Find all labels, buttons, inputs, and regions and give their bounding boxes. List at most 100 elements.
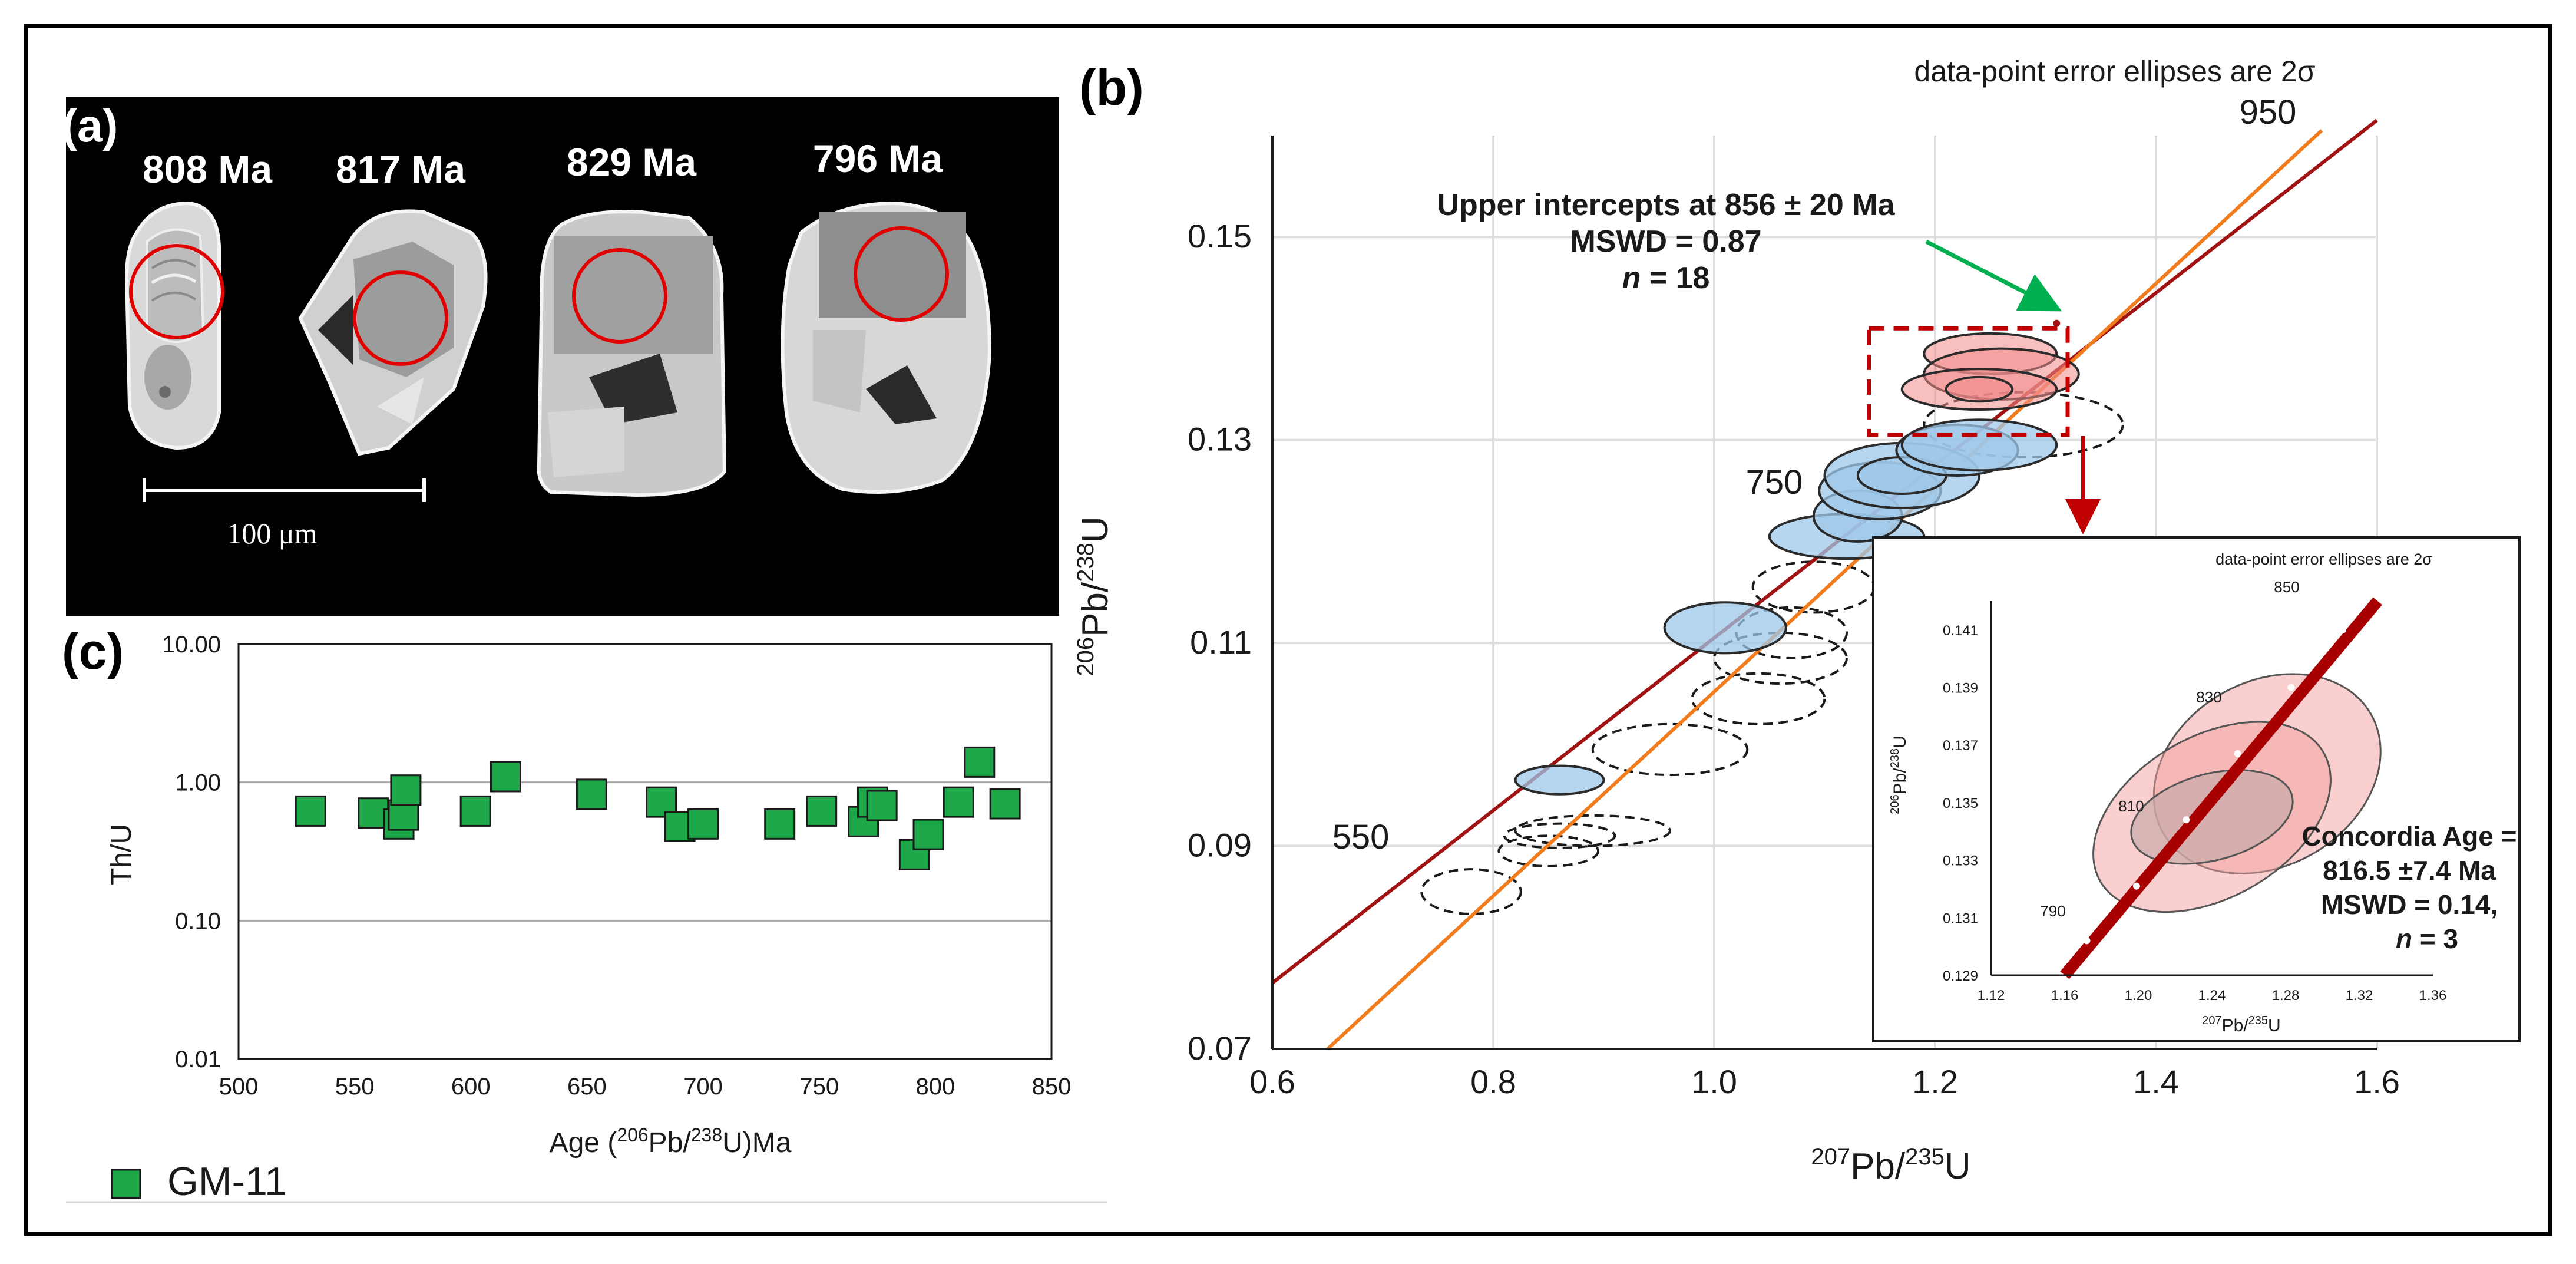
thu-data-point xyxy=(964,746,996,778)
analysis-spot-2 xyxy=(353,270,448,366)
grain-age-label-3: 829 Ma xyxy=(567,140,697,184)
thu-x-tick-label: 850 xyxy=(1032,1074,1072,1100)
rejected-ellipse xyxy=(1503,822,1616,850)
rejected-ellipse xyxy=(1591,722,1749,777)
scale-bar-label: 100 μm xyxy=(227,517,317,550)
thu-y-label: Th/U xyxy=(106,824,137,885)
y-tick-label: 0.07 xyxy=(1188,1029,1252,1067)
intercept-annotation-line1: Upper intercepts at 856 ± 20 Ma xyxy=(1437,188,1895,222)
concordia-axes xyxy=(1271,136,2377,1050)
inset-x-tick-label: 1.28 xyxy=(2272,988,2300,1004)
zircon-grain-4 xyxy=(781,201,992,494)
grain-age-label-1: 808 Ma xyxy=(143,147,273,191)
inset-tick-labels: 1.12 1.16 1.20 1.24 1.28 1.32 1.36 0.129 0.131 0.… xyxy=(1943,623,2446,1004)
thu-data-point xyxy=(989,788,1021,820)
rejected-ellipse xyxy=(1514,814,1671,847)
intercept-annotation-line2: MSWD = 0.87 xyxy=(1570,225,1761,259)
y-tick-label: 0.13 xyxy=(1188,421,1252,458)
x-tick-label: 1.4 xyxy=(2133,1063,2179,1100)
thu-grid xyxy=(239,781,1051,922)
panel-c: (c) 0.01 0.10 1.00 10.00 500 550 600 650 700 750 8… xyxy=(62,623,1107,1204)
thu-x-tick-label: 600 xyxy=(451,1074,491,1100)
concordant-ellipses xyxy=(1900,332,2080,411)
inset-age-marker xyxy=(2183,816,2190,824)
legend-marker xyxy=(111,1169,141,1199)
inset-y-label: 206Pb/238U xyxy=(1889,735,1910,814)
y-tick-label: 0.11 xyxy=(1190,623,1252,661)
inset-y-tick-label: 0.135 xyxy=(1943,796,1978,811)
y-axis-label: 206Pb/238U xyxy=(1073,516,1116,676)
rejected-ellipse xyxy=(1420,868,1522,915)
x-tick-label: 0.6 xyxy=(1249,1063,1295,1100)
concordia-curve xyxy=(1326,129,2323,1051)
thu-x-tick-label: 700 xyxy=(683,1074,723,1100)
thu-axes xyxy=(237,643,1053,1060)
concordia-age-line2: 816.5 ±7.4 Ma xyxy=(2323,855,2496,886)
panel-b: (b) data-point error ellipses are 2σ 0.6… xyxy=(1073,55,2521,1187)
thu-data-point xyxy=(912,819,944,850)
thu-data-point xyxy=(576,778,607,810)
inset-x-tick-label: 1.20 xyxy=(2125,988,2152,1004)
analysis-spot-1 xyxy=(129,244,224,339)
x-tick-label: 0.8 xyxy=(1470,1063,1516,1100)
inset-age-850: 850 xyxy=(2274,578,2299,596)
inset-age-790: 790 xyxy=(2040,902,2065,920)
inset-x-tick-label: 1.36 xyxy=(2419,988,2447,1004)
accepted-ellipse xyxy=(1900,418,2058,472)
highlight-box xyxy=(1867,326,2070,437)
panel-c-label: (c) xyxy=(62,623,124,680)
intercept-arrow xyxy=(1925,239,2062,312)
y-tick-label: 0.09 xyxy=(1188,827,1252,864)
inset-y-tick-label: 0.131 xyxy=(1943,910,1978,926)
inset-age-marker xyxy=(2287,684,2295,691)
x-axis-label: 207Pb/235U xyxy=(1811,1144,1970,1187)
inset-age-marker xyxy=(2132,882,2140,890)
inset-y-tick-label: 0.141 xyxy=(1943,623,1978,639)
inset-age-marker xyxy=(2234,750,2241,757)
upper-intercept-point xyxy=(2053,319,2061,327)
thu-data-point xyxy=(687,808,719,840)
panel-b-header: data-point error ellipses are 2σ xyxy=(1914,55,2315,88)
thu-x-tick-label: 800 xyxy=(915,1074,955,1100)
accepted-ellipse xyxy=(1663,601,1787,655)
panel-b-label: (b) xyxy=(1079,60,1144,116)
inset-x-tick-label: 1.16 xyxy=(2051,988,2079,1004)
x-tick-label: 1.0 xyxy=(1691,1063,1737,1100)
thu-x-tick-label: 650 xyxy=(567,1074,607,1100)
inset-ellipses xyxy=(2092,673,2382,913)
x-tick-label: 1.2 xyxy=(1912,1063,1958,1100)
rejected-ellipse xyxy=(1497,834,1600,867)
thu-y-tick-label: 0.10 xyxy=(175,908,221,934)
thu-y-tick-label: 1.00 xyxy=(175,770,221,796)
analysis-spot-3 xyxy=(572,248,667,344)
thu-data-point xyxy=(764,808,796,840)
age-label-950: 950 xyxy=(2240,93,2297,131)
concordia-age-line1: Concordia Age = xyxy=(2301,821,2517,852)
concordia-age-line4: n = 3 xyxy=(2396,923,2458,954)
y-tick-label: 0.15 xyxy=(1188,217,1252,255)
thu-x-label: Age (206Pb/238U)Ma xyxy=(550,1124,792,1159)
inset-header: data-point error ellipses are 2σ xyxy=(2215,550,2432,568)
concordant-ellipse xyxy=(1945,375,2014,403)
thu-data-point xyxy=(943,786,974,818)
rejected-ellipse xyxy=(1713,631,1848,685)
age-label-550: 550 xyxy=(1332,818,1390,856)
zircon-grain-1 xyxy=(124,201,224,450)
panel-a: (a) 808 Ma 817 Ma 829 Ma 796 Ma xyxy=(62,97,1059,616)
concordia-age-line3: MSWD = 0.14, xyxy=(2321,889,2498,920)
inset-y-tick-label: 0.139 xyxy=(1943,681,1978,697)
thu-points xyxy=(295,746,1021,870)
thu-data-point xyxy=(806,795,838,827)
thu-y-tick-label: 10.00 xyxy=(162,632,221,658)
inset-x-label: 207Pb/235U xyxy=(2202,1014,2280,1035)
inset-axes xyxy=(1990,601,2433,976)
concordia-tick-labels: 0.6 0.8 1.0 1.2 1.4 1.6 0.07 0.09 0.11 0.13 0.15 xyxy=(1188,217,2400,1100)
thu-data-point xyxy=(490,761,521,793)
intercept-annotation-line3: n = 18 xyxy=(1622,261,1710,295)
inset-y-tick-label: 0.137 xyxy=(1943,738,1978,754)
thu-data-point xyxy=(459,795,491,827)
analysis-spot-4 xyxy=(854,226,949,322)
panel-a-label: (a) xyxy=(62,100,118,151)
zircon-grain-3 xyxy=(537,210,727,497)
legend-label: GM-11 xyxy=(167,1159,287,1204)
